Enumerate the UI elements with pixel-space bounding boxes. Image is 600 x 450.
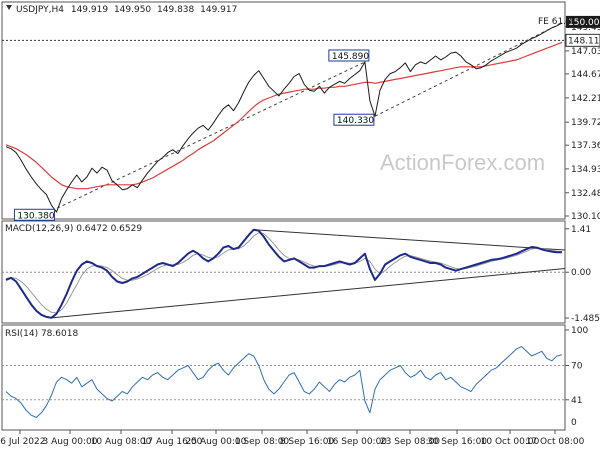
ohlc-open: 149.919 xyxy=(71,5,108,15)
fib-extension-label: FE 61.8 xyxy=(538,17,572,27)
trend-projection-line xyxy=(374,22,563,117)
macd-axis-label: -1.4853 xyxy=(571,314,600,324)
fib-level-label: 148.110 xyxy=(568,36,600,46)
price-annotation-label: 140.330 xyxy=(337,116,374,126)
price-axis-label: 144.670 xyxy=(571,70,600,80)
macd-axis-label: 1.41 xyxy=(571,225,591,235)
price-pane-title: USDJPY,H4 149.919 149.950 149.838 149.91… xyxy=(6,5,237,15)
x-axis-label: 1 Sep 08:00 xyxy=(235,437,290,447)
x-axis-label: 25 Aug 00:00 xyxy=(186,437,247,447)
rsi-axis-label: 100 xyxy=(571,326,588,336)
x-axis-label: 26 Jul 2022 xyxy=(0,437,45,447)
price-axis-label: 137.360 xyxy=(571,141,600,151)
price-annotation-box xyxy=(13,208,55,221)
price-annotation-label: 145.890 xyxy=(332,52,369,62)
price-axis-label: 142.210 xyxy=(571,94,600,104)
price-annotation-label: 130.380 xyxy=(17,211,54,221)
x-axis-label: 17 Oct 08:00 xyxy=(526,437,585,447)
ohlc-low: 149.838 xyxy=(157,5,194,15)
macd-axis-label: 0.00 xyxy=(571,268,591,278)
price-line xyxy=(5,22,563,213)
current-price-label: 150.000 xyxy=(568,18,600,28)
price-axis-label: 132.480 xyxy=(571,189,600,199)
collapse-arrow-icon xyxy=(6,5,12,10)
trend-projection-line xyxy=(46,61,366,214)
moving-average-line xyxy=(5,41,563,190)
macd-main-line xyxy=(5,228,562,319)
price-pane-frame xyxy=(1,1,566,220)
svg-text:USDJPY,H4 149.919: USDJPY,H4 149.919 149.950 149.838 149.91… xyxy=(16,5,237,15)
x-axis-label: 8 Sep 16:00 xyxy=(280,437,335,447)
fib-level-box xyxy=(565,33,600,47)
macd-title: MACD(12,26,9) 0.6472 0.6529 xyxy=(5,224,142,234)
x-axis-label: 10 Oct 00:00 xyxy=(481,437,540,447)
x-axis-label: 30 Sep 16:00 xyxy=(427,437,487,447)
price-annotation-box xyxy=(328,49,370,62)
rsi-axis-label: 70 xyxy=(571,361,583,371)
macd-resistance-trendline xyxy=(253,229,566,251)
rsi-pane-frame xyxy=(1,324,566,431)
price-annotation-box xyxy=(333,113,375,126)
macd-support-trendline xyxy=(51,268,566,319)
x-axis-label: 17 Aug 16:00 xyxy=(142,437,203,447)
price-axis-label: 134.930 xyxy=(571,165,600,175)
rsi-title: RSI(14) 78.6018 xyxy=(5,329,78,339)
price-axis-label: 139.720 xyxy=(571,118,600,128)
price-axis-label: 130.100 xyxy=(571,212,600,222)
rsi-axis-label: 41 xyxy=(571,396,582,406)
ohlc-high: 149.950 xyxy=(114,5,151,15)
ohlc-close: 149.917 xyxy=(200,5,237,15)
price-axis-label: 147.030 xyxy=(571,47,600,57)
x-axis-label: 23 Sep 08:00 xyxy=(380,437,440,447)
current-price-box xyxy=(566,15,600,28)
rsi-line xyxy=(5,346,563,418)
rsi-axis-label: 0 xyxy=(571,418,577,428)
watermark: ActionForex.com xyxy=(380,150,545,175)
symbol-label: USDJPY,H4 xyxy=(16,5,64,15)
x-axis-label: 10 Aug 08:00 xyxy=(91,437,152,447)
x-axis-label: 3 Aug 00:00 xyxy=(43,437,98,447)
x-axis-label: 16 Sep 00:00 xyxy=(327,437,387,447)
